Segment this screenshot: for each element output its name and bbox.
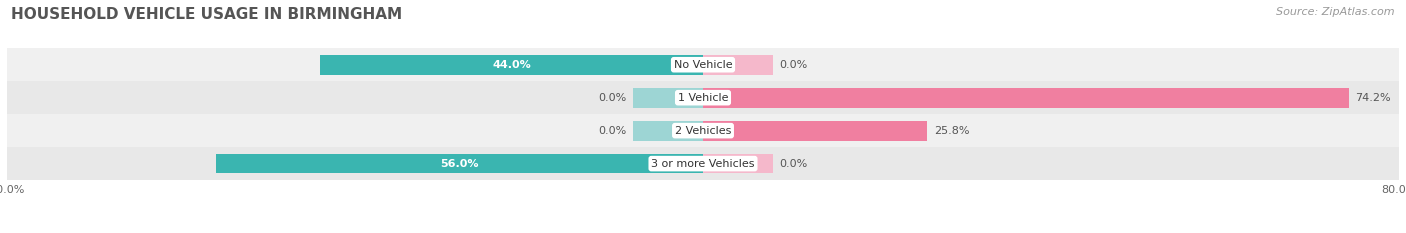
Bar [7, 81, 1399, 114]
Text: 44.0%: 44.0% [492, 60, 531, 70]
Text: 0.0%: 0.0% [779, 60, 808, 70]
Text: 0.0%: 0.0% [779, 159, 808, 169]
Bar [215, 154, 703, 174]
Bar [7, 114, 1399, 147]
Text: HOUSEHOLD VEHICLE USAGE IN BIRMINGHAM: HOUSEHOLD VEHICLE USAGE IN BIRMINGHAM [11, 7, 402, 22]
Text: 1 Vehicle: 1 Vehicle [678, 93, 728, 103]
Text: 2 Vehicles: 2 Vehicles [675, 126, 731, 136]
Bar [633, 121, 703, 140]
Text: 0.0%: 0.0% [598, 126, 627, 136]
Bar [703, 154, 773, 174]
Text: 74.2%: 74.2% [1355, 93, 1391, 103]
Bar [703, 121, 928, 140]
Text: 25.8%: 25.8% [935, 126, 970, 136]
Text: 3 or more Vehicles: 3 or more Vehicles [651, 159, 755, 169]
Bar [703, 55, 773, 75]
Bar [7, 48, 1399, 81]
Bar [703, 88, 1348, 108]
Text: 56.0%: 56.0% [440, 159, 478, 169]
Bar [633, 88, 703, 108]
Text: Source: ZipAtlas.com: Source: ZipAtlas.com [1277, 7, 1395, 17]
Text: No Vehicle: No Vehicle [673, 60, 733, 70]
Text: 0.0%: 0.0% [598, 93, 627, 103]
Bar [7, 147, 1399, 180]
Bar [321, 55, 703, 75]
